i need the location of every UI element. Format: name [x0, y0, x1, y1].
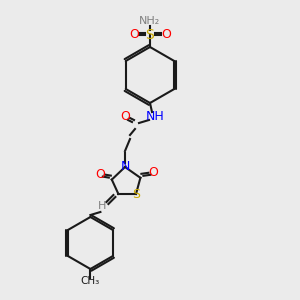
Text: NH₂: NH₂ [140, 16, 160, 26]
Text: N: N [120, 160, 130, 173]
Text: O: O [95, 168, 105, 181]
Text: S: S [146, 28, 154, 42]
Text: O: O [120, 110, 130, 124]
Text: CH₃: CH₃ [81, 276, 100, 286]
Text: O: O [129, 28, 139, 41]
Text: NH: NH [146, 110, 164, 124]
Text: O: O [161, 28, 171, 41]
Text: H: H [98, 201, 106, 211]
Text: O: O [148, 166, 158, 179]
Text: S: S [132, 188, 140, 200]
